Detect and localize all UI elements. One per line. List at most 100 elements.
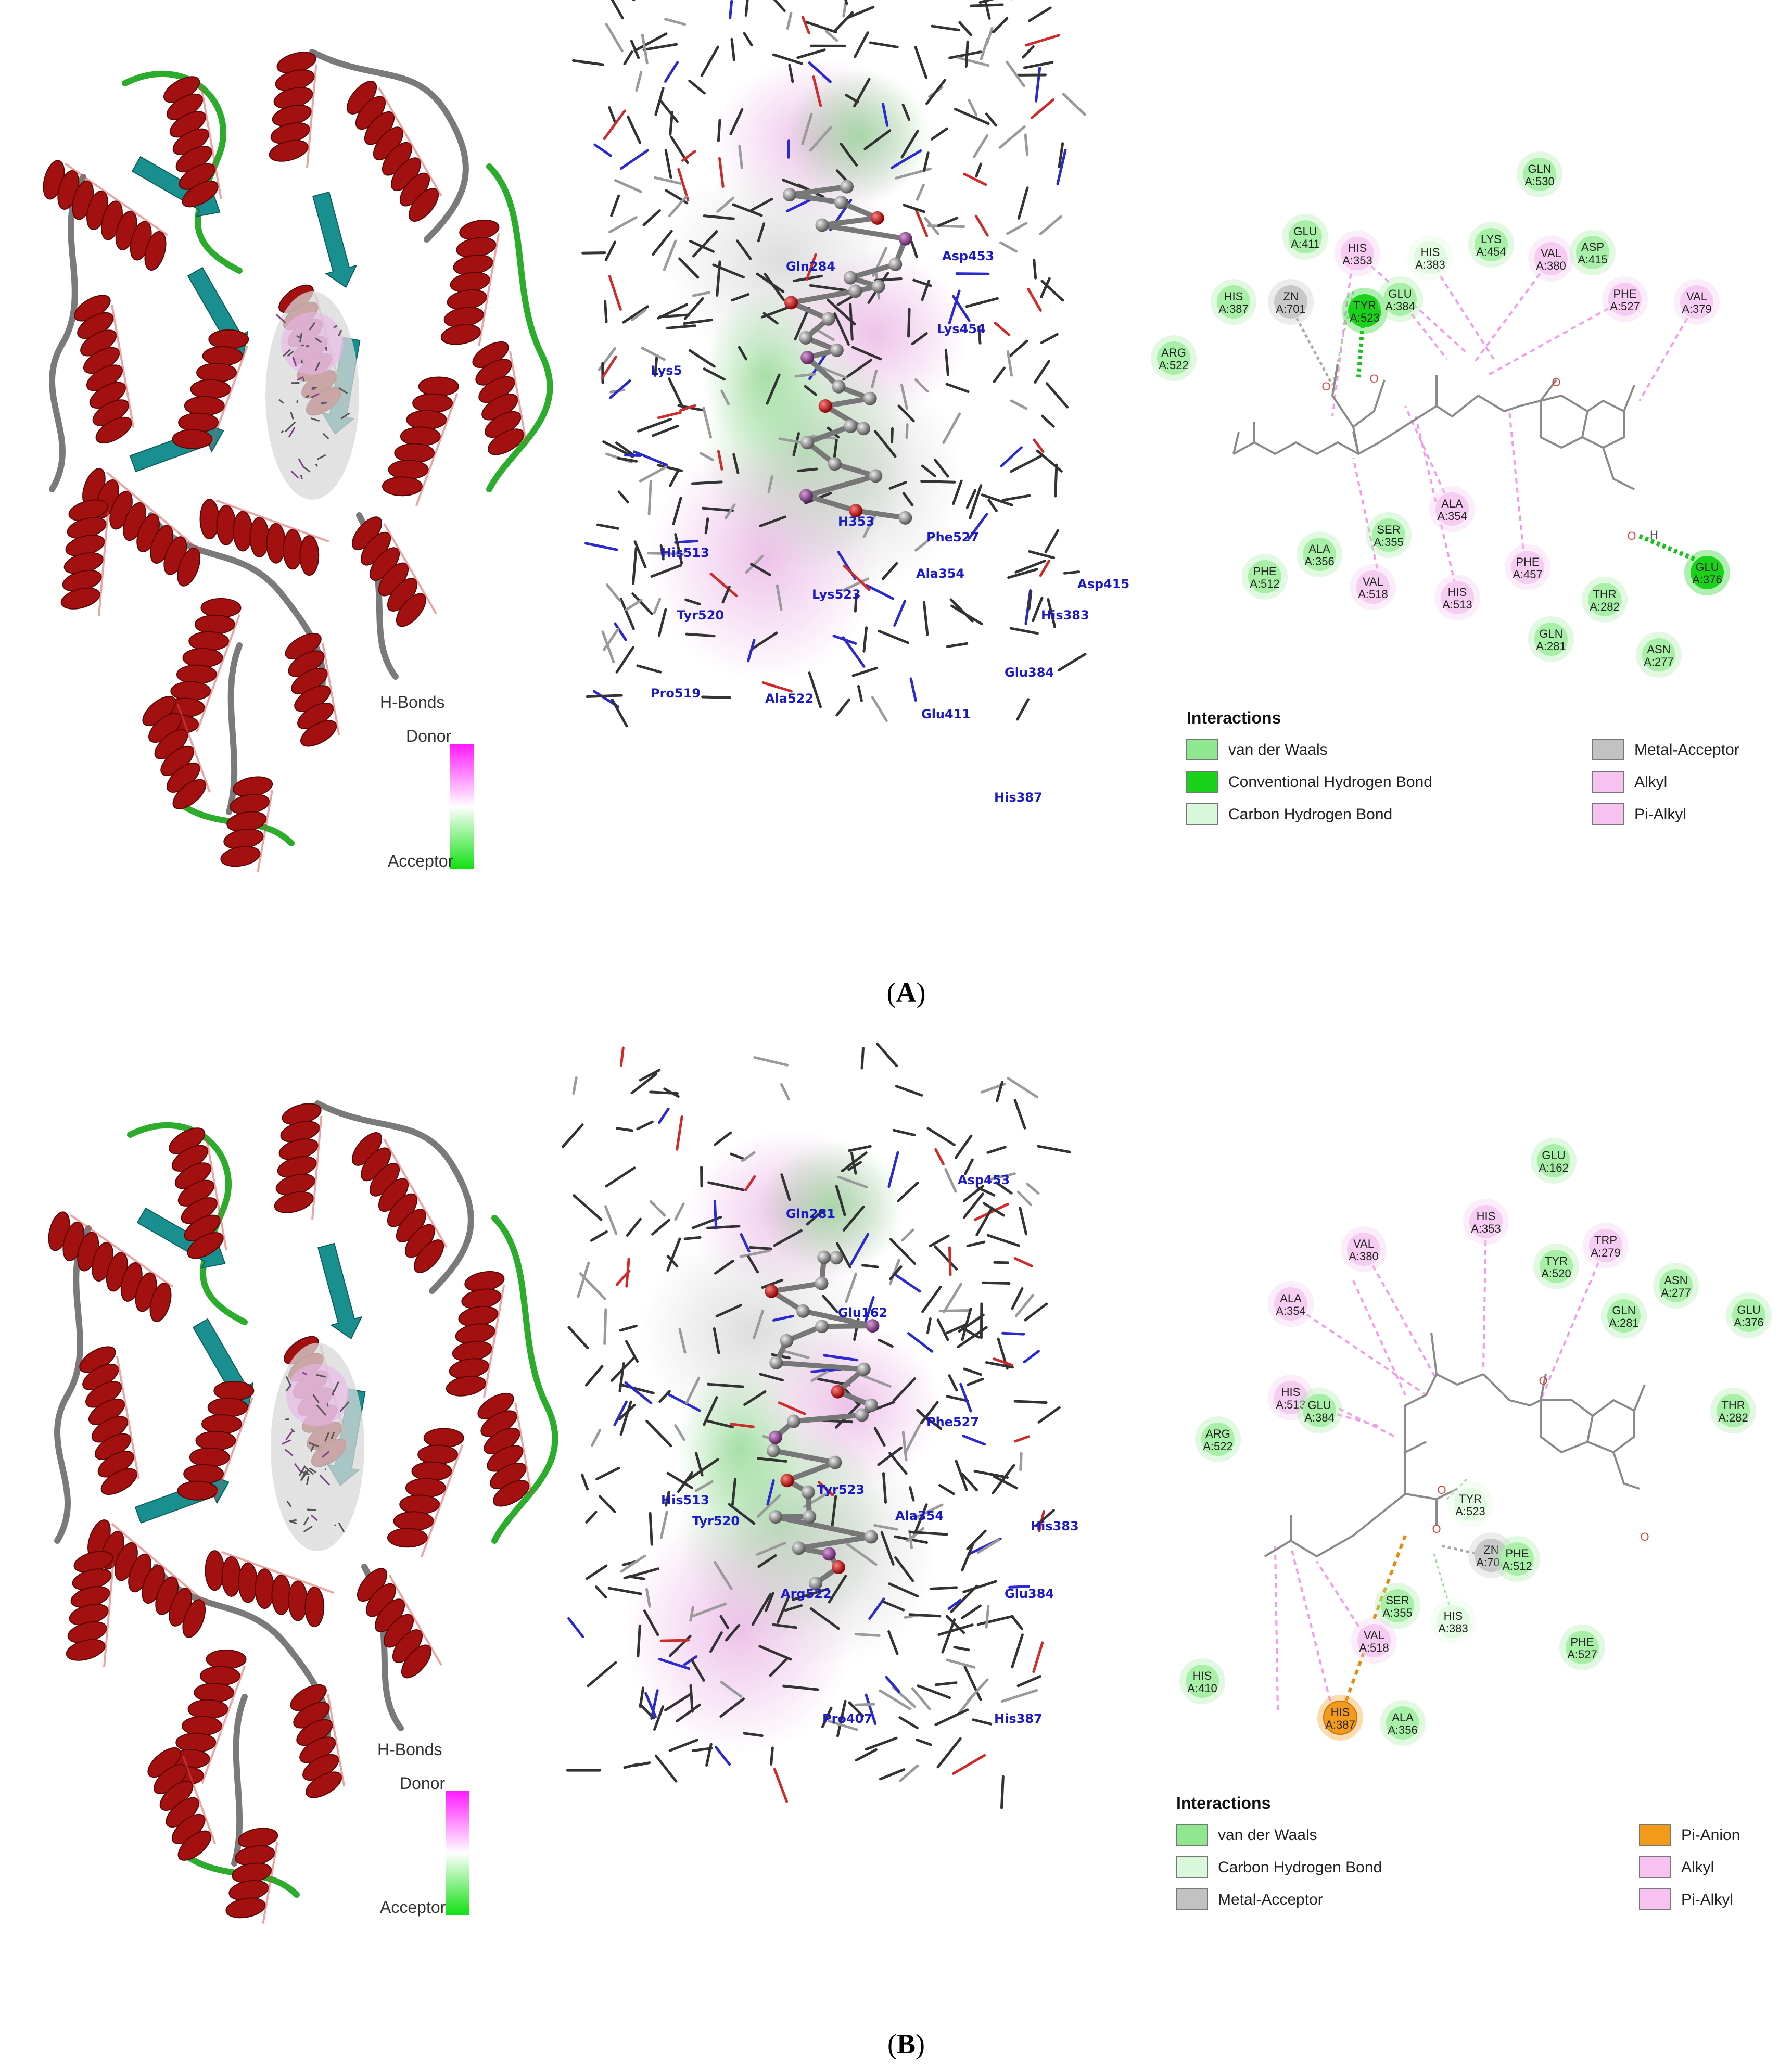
helix-turn (401, 1644, 432, 1679)
interaction-line (1289, 306, 1334, 386)
residue-stick (1009, 627, 1039, 635)
residue-stick (715, 1304, 742, 1318)
legend-label: Metal-Acceptor (1218, 1891, 1323, 1908)
residue-id: A:282 (1718, 1411, 1748, 1424)
ligand-atom (801, 1485, 815, 1499)
panel-caption-a: (A) (887, 977, 926, 1008)
residue-stick (1006, 60, 1025, 87)
residue-stick (806, 1209, 825, 1226)
residue-name: ALA (1441, 497, 1463, 510)
residue-stick (994, 321, 1011, 336)
residue-stick (965, 297, 999, 308)
residue-stick (898, 1716, 919, 1730)
residue-stick (740, 1233, 751, 1253)
ligand-bond (290, 412, 294, 420)
ligand-atom (849, 504, 863, 518)
residue-stick (1011, 1633, 1024, 1669)
helix-turn (255, 1568, 275, 1609)
residue-stick (967, 1678, 989, 1702)
residue-stick (699, 452, 715, 462)
ligand-bond (308, 1442, 320, 1448)
residue-stick (666, 1237, 681, 1272)
residue-stick (642, 43, 678, 52)
helix-highlight (176, 704, 211, 793)
residue-stick (773, 1768, 789, 1803)
ligand-bond (340, 412, 350, 420)
ligand-bond (300, 344, 305, 347)
residue-stick (1057, 653, 1087, 672)
residue-stick (567, 1617, 584, 1638)
ligand-atom-label: O (1321, 380, 1330, 393)
residue-stick (637, 417, 672, 433)
residue-stick (596, 523, 619, 530)
residue-stick (692, 230, 718, 258)
ligand-bond (786, 1460, 836, 1483)
residue-stick (963, 1367, 982, 1376)
residue-stick (657, 411, 682, 420)
helix-turn (393, 1511, 434, 1531)
residue-stick (709, 1631, 723, 1653)
helix-turn (207, 1397, 248, 1417)
residue-stick (632, 1761, 651, 1767)
residue-node (1588, 583, 1621, 616)
ligand-skeleton (1477, 395, 1541, 413)
residue-stick (643, 1609, 659, 1636)
residue-stick (745, 554, 764, 574)
residue-label-3d: Glu384 (1005, 1587, 1054, 1601)
residue-id: A:513 (1276, 1398, 1306, 1411)
residue-stick (911, 332, 928, 345)
residue-stick (828, 1575, 847, 1604)
legend-label: Alkyl (1681, 1859, 1714, 1876)
residue-stick (998, 125, 1026, 149)
residue-stick (714, 1259, 734, 1275)
residue-stick (937, 217, 959, 227)
residue-label-3d: Pro519 (651, 686, 701, 701)
residue-stick (639, 1703, 655, 1720)
residue-label-3d: Ala354 (916, 566, 964, 581)
residue-stick (1008, 1585, 1031, 1589)
residue-stick (903, 204, 925, 213)
residue-stick (1013, 1400, 1048, 1404)
ligand-atom (870, 211, 884, 225)
residue-stick (963, 1665, 982, 1701)
ligand-atom (863, 391, 877, 405)
residue-stick (607, 1587, 643, 1595)
residue-label-3d: H353 (838, 514, 874, 529)
residue-node (1217, 285, 1250, 319)
residue-stick (1056, 149, 1067, 185)
ligand-bond (315, 463, 318, 467)
alpha-helix (82, 468, 203, 587)
residue-stick (654, 1754, 678, 1783)
alpha-helix (199, 499, 329, 576)
residue-stick (871, 370, 878, 389)
pocket-surface (703, 291, 828, 458)
ligand-bond (285, 1384, 291, 1392)
residue-stick (980, 1302, 983, 1339)
residue-stick (796, 48, 826, 59)
residue-label-3d: Gln284 (786, 259, 835, 274)
residue-stick (645, 1419, 672, 1448)
residue-stick (911, 1687, 931, 1710)
residue-stick (821, 1295, 838, 1313)
residue-stick (703, 367, 726, 381)
residue-name: ALA (1280, 1292, 1302, 1305)
residue-stick (888, 481, 907, 490)
residue-stick (749, 1246, 772, 1250)
residue-stick (1027, 590, 1033, 611)
hbond-colorbar: H-Bonds Donor Acceptor (377, 1740, 469, 1917)
residue-name: HIS (1193, 1669, 1212, 1682)
residue-stick (678, 257, 700, 279)
helix-highlight (215, 499, 329, 543)
residue-stick (684, 598, 701, 605)
residue-stick (879, 1689, 912, 1710)
helix-turn (182, 1599, 206, 1638)
residue-stick (617, 490, 629, 504)
residue-node (1589, 1229, 1622, 1262)
residue-stick (770, 1746, 774, 1766)
residue-stick (887, 1630, 899, 1655)
residue-stick (757, 1457, 787, 1463)
helix-turn (182, 648, 223, 668)
ligand-atom (888, 257, 903, 271)
residue-stick (848, 1145, 872, 1152)
